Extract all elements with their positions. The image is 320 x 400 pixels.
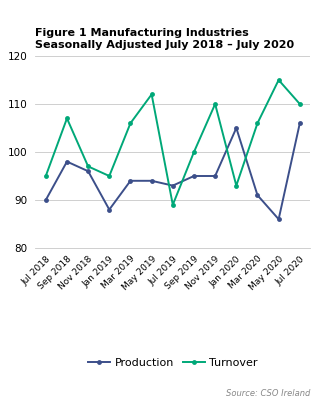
Production xyxy=(171,183,175,188)
Production xyxy=(234,126,238,130)
Production xyxy=(44,198,48,202)
Production xyxy=(277,217,281,222)
Turnover xyxy=(129,121,132,126)
Turnover xyxy=(44,174,48,178)
Turnover xyxy=(256,121,260,126)
Text: Source: CSO Ireland: Source: CSO Ireland xyxy=(226,389,310,398)
Turnover xyxy=(213,102,217,106)
Turnover xyxy=(150,92,154,97)
Turnover xyxy=(171,202,175,207)
Production xyxy=(192,174,196,178)
Turnover xyxy=(298,102,302,106)
Production xyxy=(256,193,260,198)
Line: Turnover: Turnover xyxy=(43,78,302,207)
Turnover xyxy=(192,150,196,154)
Production xyxy=(129,178,132,183)
Turnover xyxy=(234,183,238,188)
Line: Production: Production xyxy=(43,121,302,222)
Production xyxy=(298,121,302,126)
Turnover xyxy=(108,174,111,178)
Text: Figure 1 Manufacturing Industries
Seasonally Adjusted July 2018 – July 2020: Figure 1 Manufacturing Industries Season… xyxy=(35,28,294,50)
Legend: Production, Turnover: Production, Turnover xyxy=(83,353,262,372)
Turnover xyxy=(65,116,69,121)
Turnover xyxy=(277,78,281,82)
Turnover xyxy=(86,164,90,169)
Production xyxy=(108,207,111,212)
Production xyxy=(150,178,154,183)
Production xyxy=(65,159,69,164)
Production xyxy=(86,169,90,174)
Production xyxy=(213,174,217,178)
